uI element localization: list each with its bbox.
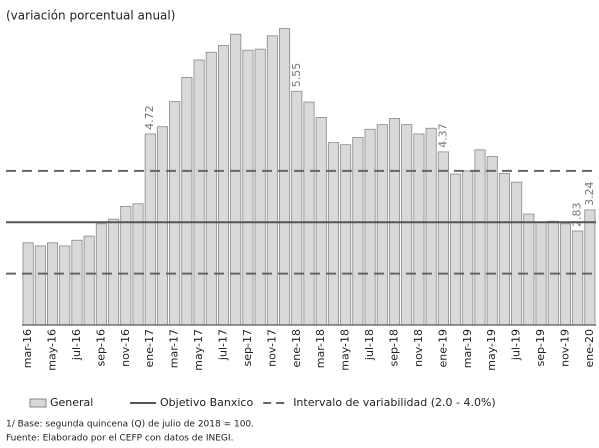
legend-label: Objetivo Banxico [160, 396, 253, 409]
x-tick-label: ene-17 [143, 329, 156, 367]
bar [59, 245, 71, 326]
bar [22, 242, 34, 326]
x-tick-label: ene-18 [290, 329, 303, 367]
bar [71, 239, 83, 326]
x-tick-label: mar-17 [168, 329, 181, 368]
bar [486, 156, 498, 326]
legend-swatch [29, 398, 47, 408]
x-tick-label: nov-18 [412, 329, 425, 367]
x-tick-label: nov-19 [558, 329, 571, 367]
bar [523, 213, 535, 326]
data-label: 4.72 [143, 105, 156, 130]
x-tick-label: sep-17 [241, 329, 254, 366]
bar [291, 90, 303, 326]
x-tick-label: ene-19 [436, 329, 449, 367]
bar [156, 126, 168, 326]
bar [181, 76, 193, 326]
bar [108, 218, 120, 326]
x-tick-label: nov-16 [119, 329, 132, 367]
bar [47, 242, 59, 326]
bar [120, 205, 132, 326]
legend-label: General [50, 396, 93, 409]
bar [511, 181, 523, 326]
bar [462, 170, 474, 326]
bar [376, 124, 388, 326]
bar [401, 124, 413, 326]
note: 1/ Base: segunda quincena (Q) de julio d… [6, 420, 254, 430]
bar [169, 101, 181, 326]
bar [266, 35, 278, 326]
x-tick-label: may-16 [46, 329, 59, 371]
x-tick-label: may-18 [339, 329, 352, 371]
data-label: 2.83 [571, 202, 584, 227]
bar [217, 45, 230, 326]
x-tick-label: sep-19 [534, 329, 547, 366]
bar [205, 51, 217, 326]
bar [83, 235, 95, 326]
bar [364, 128, 376, 326]
bar [474, 149, 486, 326]
bar [315, 117, 327, 326]
x-tick-label: sep-16 [94, 329, 107, 366]
x-tick-label: ene-20 [583, 329, 596, 367]
x-tick-label: nov-17 [265, 329, 278, 367]
bar [193, 59, 205, 326]
x-tick-label: jul-19 [510, 329, 523, 361]
bar [242, 49, 254, 326]
x-tick-label: sep-18 [387, 329, 400, 366]
bar [303, 101, 315, 326]
data-label: 5.55 [290, 63, 303, 88]
chart-title: (variación porcentual anual) [6, 9, 175, 23]
data-label: 4.37 [436, 123, 449, 148]
x-tick-label: jul-17 [217, 329, 230, 361]
bar [352, 137, 364, 326]
x-tick-label: mar-19 [461, 329, 474, 368]
data-label: 3.24 [583, 181, 596, 206]
bar [230, 33, 242, 326]
bar [279, 28, 291, 326]
legend-label: Intervalo de variabilidad (2.0 - 4.0%) [293, 396, 496, 409]
x-tick-label: jul-18 [363, 329, 376, 361]
bar [34, 245, 46, 326]
note: Fuente: Elaborado por el CEFP con datos … [6, 434, 233, 444]
bar [584, 209, 596, 326]
bar [413, 133, 425, 326]
x-tick-label: jul-16 [70, 329, 83, 361]
bar [437, 151, 449, 326]
bar [425, 127, 437, 326]
x-tick-label: mar-18 [314, 329, 327, 368]
bar [254, 48, 266, 326]
x-tick-label: mar-16 [21, 329, 34, 368]
bar [450, 173, 462, 326]
x-tick-label: may-19 [485, 329, 498, 371]
bar [572, 230, 584, 326]
x-tick-label: may-17 [192, 329, 205, 371]
bar [144, 133, 156, 326]
bar [498, 173, 510, 326]
